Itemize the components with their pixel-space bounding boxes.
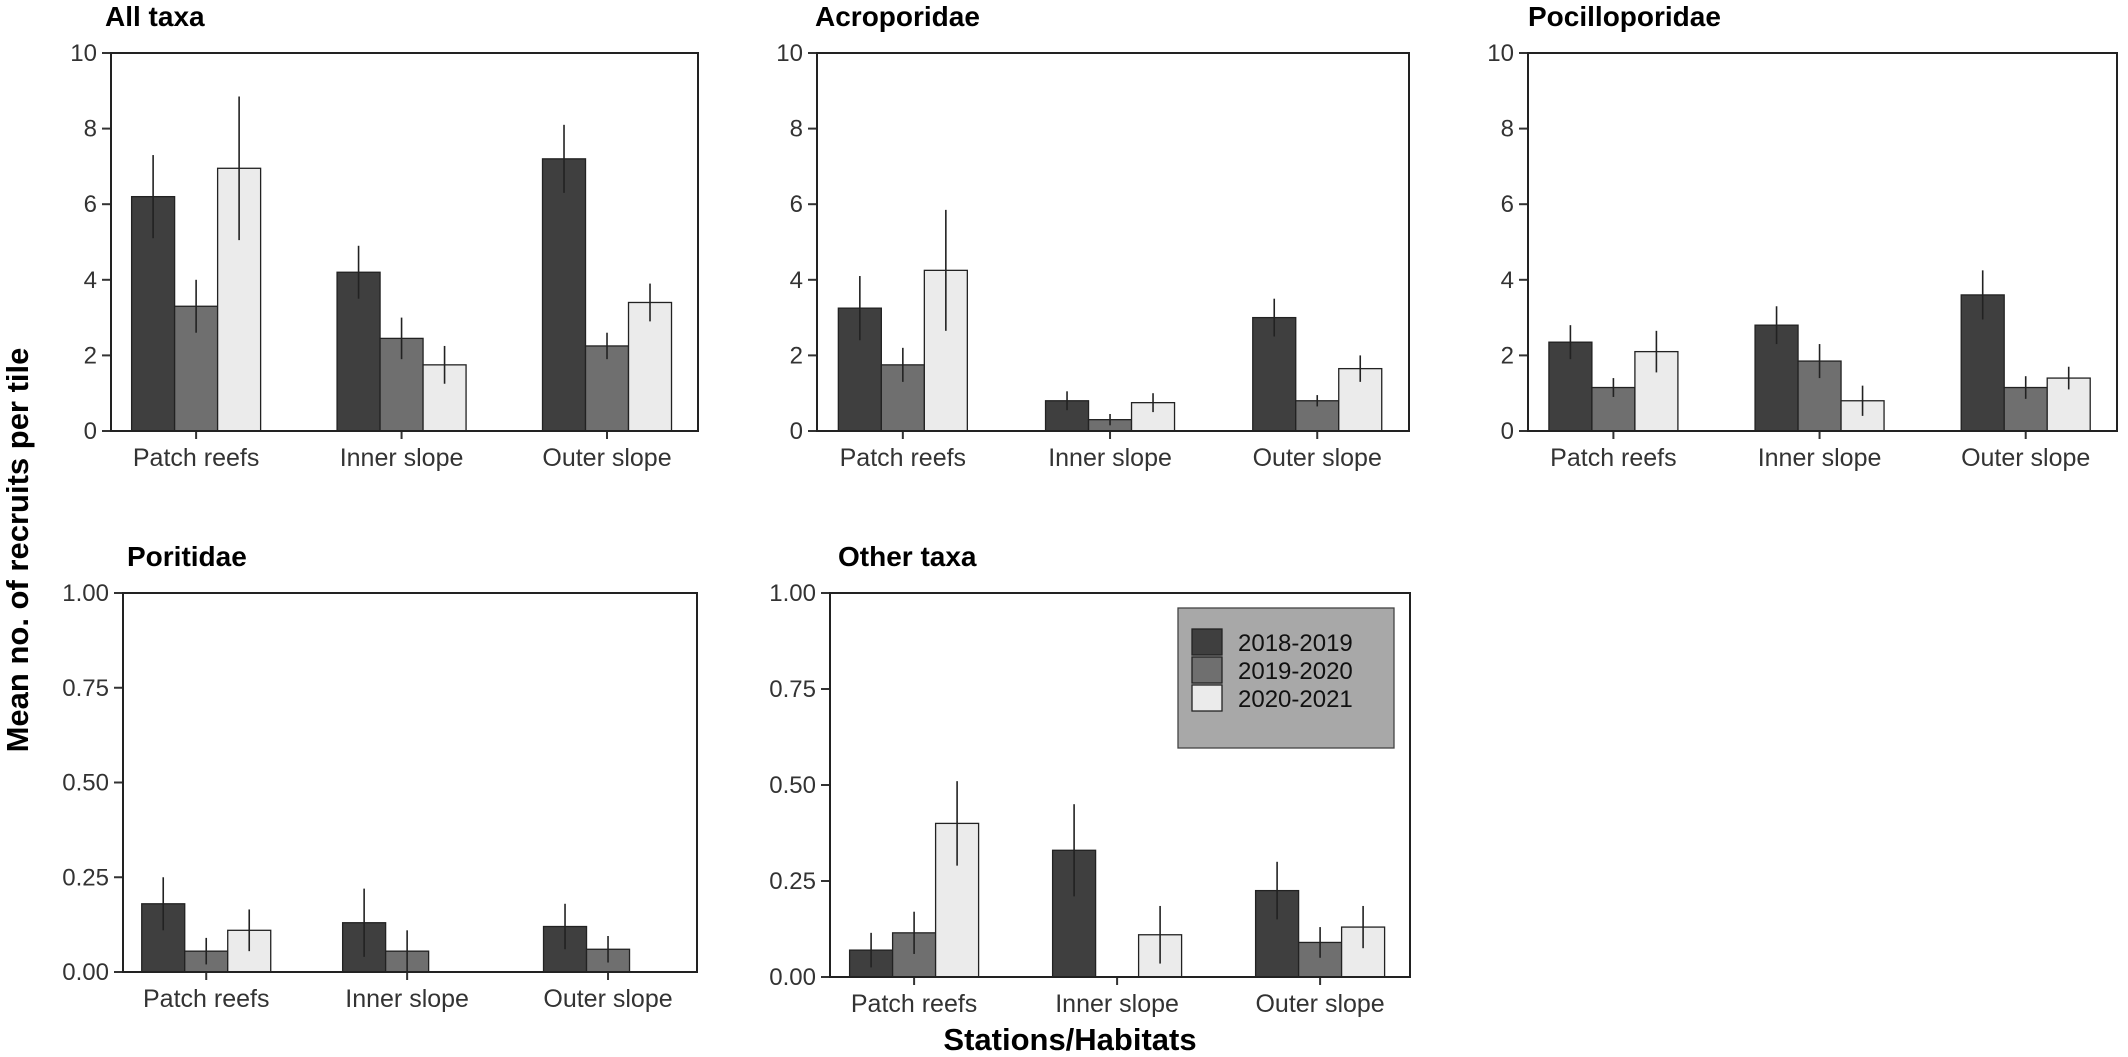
- category-label: Outer slope: [1255, 990, 1384, 1018]
- category-label: Patch reefs: [133, 444, 259, 472]
- y-tick-label: 0: [1501, 418, 1514, 445]
- panel-title: Acroporidae: [815, 1, 980, 32]
- panel-4: Other taxa 0.00 0.25 0.50 0.75 1.00 Patch reef…: [769, 541, 1411, 1018]
- y-tick-label: 0.75: [769, 676, 816, 703]
- category-label: Patch reefs: [840, 444, 966, 472]
- y-tick-label: 0: [84, 418, 97, 445]
- y-tick-label: 8: [790, 116, 803, 143]
- y-tick-label: 10: [776, 40, 803, 67]
- y-tick-label: 6: [84, 191, 97, 218]
- y-tick-label: 10: [70, 40, 97, 67]
- y-tick-label: 1.00: [62, 580, 109, 607]
- legend-label: 2019-2020: [1238, 658, 1353, 685]
- x-axis-title: Stations/Habitats: [943, 1022, 1196, 1057]
- y-tick-label: 2: [84, 342, 97, 369]
- panel-title: Poritidae: [127, 541, 247, 572]
- category-label: Outer slope: [1961, 444, 2090, 472]
- bar: [627, 301, 673, 432]
- category-label: Inner slope: [345, 985, 469, 1013]
- panel-title: Pocilloporidae: [1528, 1, 1721, 32]
- y-tick-label: 2: [1501, 342, 1514, 369]
- category-label: Patch reefs: [143, 985, 269, 1013]
- category-label: Inner slope: [1048, 444, 1172, 472]
- panel-1: Acroporidae 0 2 4 6 8 10 Patch reefs Inner slope…: [776, 1, 1410, 472]
- y-tick-label: 4: [84, 267, 97, 294]
- legend-swatch: [1191, 656, 1223, 684]
- legend-swatch: [1191, 628, 1223, 656]
- y-tick-label: 0: [790, 418, 803, 445]
- y-tick-label: 0.50: [769, 772, 816, 799]
- panel-title: All taxa: [105, 1, 205, 32]
- y-tick-label: 4: [790, 267, 803, 294]
- y-tick-label: 0.50: [62, 770, 109, 797]
- y-tick-label: 8: [1501, 116, 1514, 143]
- category-label: Patch reefs: [1550, 444, 1676, 472]
- y-tick-label: 0.00: [769, 964, 816, 991]
- bar: [541, 158, 587, 432]
- y-axis-title: Mean no. of recruits per tile: [0, 348, 35, 753]
- plot-frame: [1527, 52, 2118, 432]
- panel-title: Other taxa: [838, 541, 977, 572]
- plot-frame: [816, 52, 1410, 432]
- y-tick-label: 0.00: [62, 959, 109, 986]
- category-label: Patch reefs: [851, 990, 977, 1018]
- category-label: Outer slope: [1253, 444, 1382, 472]
- y-tick-label: 4: [1501, 267, 1514, 294]
- y-tick-label: 0.75: [62, 675, 109, 702]
- y-tick-label: 2: [790, 342, 803, 369]
- category-label: Outer slope: [542, 444, 671, 472]
- panels: All taxa 0 2 4 6 8 10 Patch reefs Inner slope Out…: [62, 1, 2118, 1018]
- plot-frame: [829, 592, 1411, 978]
- panel-0: All taxa 0 2 4 6 8 10 Patch reefs Inner slope Out…: [70, 1, 699, 472]
- legend-swatch: [1191, 684, 1223, 712]
- legend-label: 2020-2021: [1238, 686, 1353, 713]
- y-tick-label: 10: [1487, 40, 1514, 67]
- plot-frame: [122, 592, 698, 973]
- y-tick-label: 0.25: [62, 864, 109, 891]
- category-label: Inner slope: [340, 444, 464, 472]
- category-label: Inner slope: [1055, 990, 1179, 1018]
- y-tick-label: 6: [790, 191, 803, 218]
- panel-3: Poritidae 0.00 0.25 0.50 0.75 1.00 Patch reefs…: [62, 541, 698, 1013]
- plot-frame: [110, 52, 699, 432]
- y-tick-label: 1.00: [769, 580, 816, 607]
- panel-2: Pocilloporidae 0 2 4 6 8 10 Patch reefs Inner sl…: [1487, 1, 2118, 472]
- category-label: Inner slope: [1758, 444, 1882, 472]
- category-label: Outer slope: [543, 985, 672, 1013]
- y-tick-label: 8: [84, 116, 97, 143]
- y-tick-label: 0.25: [769, 868, 816, 895]
- y-tick-label: 6: [1501, 191, 1514, 218]
- legend-label: 2018-2019: [1238, 630, 1353, 657]
